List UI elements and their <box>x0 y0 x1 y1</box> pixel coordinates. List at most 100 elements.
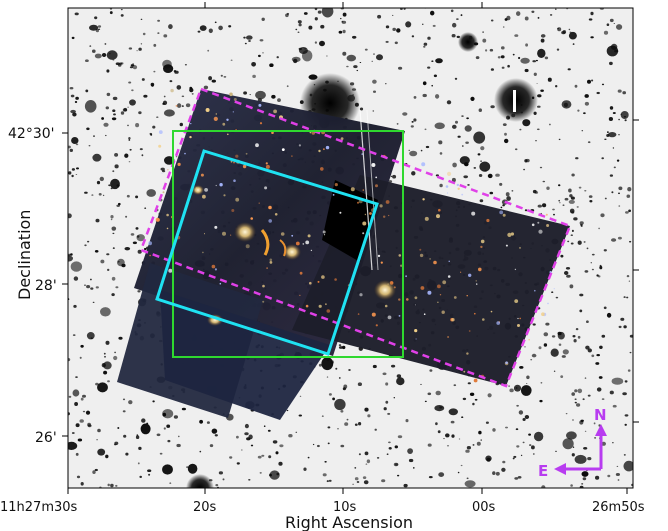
source <box>259 472 262 474</box>
galaxy <box>200 173 204 177</box>
source <box>584 430 587 432</box>
source <box>482 38 487 43</box>
source <box>583 241 586 243</box>
source <box>536 128 540 131</box>
source <box>181 407 186 411</box>
source <box>599 265 603 270</box>
galaxy <box>317 280 320 283</box>
source <box>435 94 440 99</box>
source <box>236 462 240 465</box>
source <box>479 199 484 203</box>
source <box>146 189 156 197</box>
source <box>308 25 313 30</box>
source <box>338 30 343 34</box>
galaxy <box>162 191 165 194</box>
source <box>95 382 99 386</box>
galaxy <box>415 338 417 340</box>
source <box>463 175 469 179</box>
source <box>123 434 127 438</box>
source <box>626 194 631 198</box>
source <box>591 79 594 82</box>
source <box>612 442 614 444</box>
source <box>446 100 452 105</box>
source <box>581 130 584 132</box>
source <box>112 170 115 173</box>
magenta-footprint <box>139 87 572 388</box>
source <box>157 32 160 34</box>
source <box>87 240 90 243</box>
source <box>346 65 349 68</box>
source <box>268 455 272 459</box>
source <box>124 247 131 251</box>
source <box>429 369 433 372</box>
source <box>324 461 327 463</box>
north-arrow-head <box>595 424 607 436</box>
source <box>95 218 100 223</box>
source <box>354 423 358 426</box>
source <box>74 12 79 16</box>
source <box>566 431 577 440</box>
source <box>431 84 434 87</box>
source <box>593 422 596 425</box>
y-axis-title: Declination <box>15 210 34 300</box>
galaxy <box>265 162 268 165</box>
source <box>166 424 171 428</box>
source <box>132 65 138 70</box>
source <box>524 209 528 212</box>
galaxy <box>259 122 263 125</box>
source <box>330 360 335 364</box>
galaxy <box>299 294 301 296</box>
source <box>250 444 254 447</box>
source <box>427 392 432 396</box>
source <box>303 467 307 471</box>
galaxy <box>266 267 268 269</box>
source <box>537 48 546 59</box>
source <box>550 348 559 357</box>
source <box>117 427 120 429</box>
source <box>128 139 131 141</box>
source <box>115 286 119 289</box>
source <box>86 285 91 289</box>
galaxy <box>371 312 376 317</box>
source <box>489 191 494 195</box>
source <box>422 81 427 86</box>
source <box>546 186 550 190</box>
source <box>558 184 561 187</box>
galaxy <box>531 223 535 227</box>
galaxy <box>457 187 460 190</box>
source <box>86 127 90 131</box>
galaxy <box>291 234 294 237</box>
source <box>616 465 619 467</box>
source <box>77 438 83 442</box>
source <box>75 96 79 100</box>
source <box>118 336 123 340</box>
galaxy <box>214 268 217 271</box>
source <box>103 361 112 370</box>
source <box>373 90 376 93</box>
source <box>272 440 278 444</box>
source <box>611 191 614 194</box>
source <box>584 377 587 379</box>
source <box>501 46 505 50</box>
source <box>464 125 472 132</box>
galaxy <box>230 160 233 163</box>
source <box>93 135 95 137</box>
source <box>477 153 481 156</box>
source <box>321 357 334 371</box>
galaxy <box>175 104 178 107</box>
source <box>386 453 389 455</box>
source <box>571 229 574 232</box>
source <box>257 455 262 459</box>
source <box>542 203 547 208</box>
source <box>596 387 602 392</box>
source <box>68 412 70 416</box>
galaxy <box>325 303 327 306</box>
galaxy <box>245 152 248 155</box>
source <box>111 276 116 281</box>
source <box>566 8 569 10</box>
source <box>71 174 74 178</box>
source <box>388 441 391 444</box>
source <box>295 431 298 433</box>
source <box>90 278 92 281</box>
source <box>487 393 492 398</box>
